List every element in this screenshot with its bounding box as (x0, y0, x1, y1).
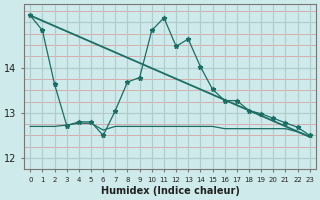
X-axis label: Humidex (Indice chaleur): Humidex (Indice chaleur) (100, 186, 239, 196)
